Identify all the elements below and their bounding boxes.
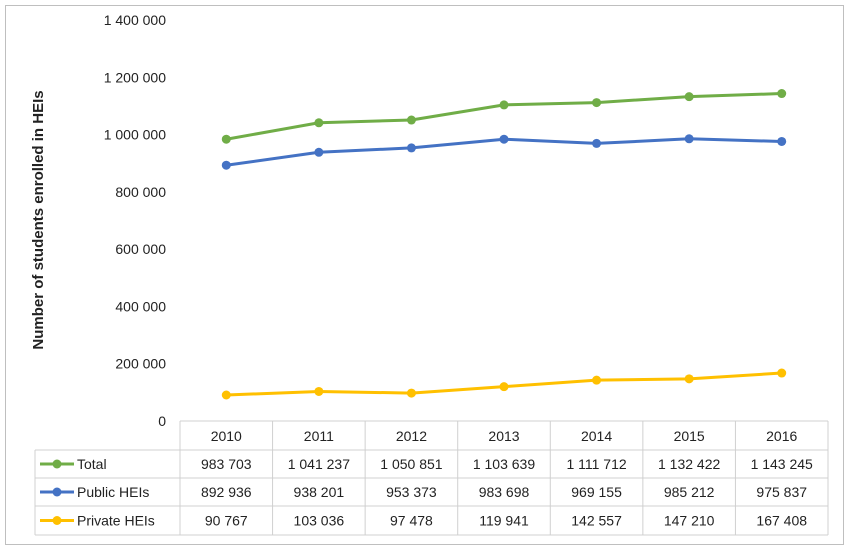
table-cell: 119 941	[479, 513, 529, 529]
table-cell: 90 767	[205, 513, 248, 529]
y-tick-label: 600 000	[115, 241, 166, 257]
y-tick-label: 1 200 000	[104, 69, 166, 85]
x-tick-label: 2014	[581, 428, 612, 444]
legend-label: Private HEIs	[77, 513, 155, 529]
table-cell: 1 143 245	[751, 456, 813, 472]
data-point	[406, 143, 416, 153]
table-cell: 1 132 422	[658, 456, 720, 472]
table-cell: 1 050 851	[380, 456, 442, 472]
data-point	[592, 138, 602, 148]
data-point	[777, 136, 787, 146]
table-cell: 103 036	[294, 513, 345, 529]
data-point	[592, 375, 602, 385]
table-cell: 1 111 712	[566, 456, 626, 472]
data-point	[314, 386, 324, 396]
data-point	[314, 118, 324, 128]
y-tick-label: 800 000	[115, 184, 166, 200]
table-cell: 983 703	[201, 456, 252, 472]
legend-marker	[52, 459, 62, 469]
table-cell: 969 155	[571, 484, 622, 500]
data-point	[406, 388, 416, 398]
x-tick-label: 2013	[488, 428, 519, 444]
table-cell: 1 041 237	[288, 456, 350, 472]
y-tick-label: 400 000	[115, 298, 166, 314]
data-point	[221, 134, 231, 144]
legend-label: Public HEIs	[77, 484, 149, 500]
data-point	[314, 147, 324, 157]
data-point	[221, 390, 231, 400]
data-point	[777, 368, 787, 378]
y-tick-label: 1 000 000	[104, 127, 166, 143]
x-tick-label: 2010	[211, 428, 242, 444]
table-cell: 985 212	[664, 484, 715, 500]
table-cell: 953 373	[386, 484, 437, 500]
x-tick-label: 2015	[674, 428, 705, 444]
x-tick-label: 2012	[396, 428, 427, 444]
x-tick-label: 2016	[766, 428, 797, 444]
data-point	[499, 100, 509, 110]
table-cell: 97 478	[390, 513, 433, 529]
table-cell: 167 408	[756, 513, 807, 529]
data-point	[684, 374, 694, 384]
y-axis-label: Number of students enrolled in HEIs	[30, 90, 47, 349]
legend-marker	[52, 516, 62, 525]
data-point	[499, 134, 509, 144]
table-cell: 1 103 639	[473, 456, 535, 472]
x-tick-label: 2011	[304, 428, 334, 444]
y-tick-label: 200 000	[115, 356, 166, 372]
data-point	[592, 98, 602, 108]
chart-frame	[5, 5, 844, 545]
table-cell: 142 557	[571, 513, 622, 529]
table-cell: 975 837	[756, 484, 807, 500]
y-tick-label: 1 400 000	[104, 12, 166, 28]
data-point	[684, 134, 694, 144]
table-cell: 892 936	[201, 484, 252, 500]
legend-label: Total	[77, 456, 107, 472]
data-point	[221, 160, 231, 170]
data-point	[777, 89, 787, 99]
data-point	[406, 115, 416, 125]
table-cell: 938 201	[294, 484, 345, 500]
data-point	[684, 92, 694, 102]
table-cell: 983 698	[479, 484, 530, 500]
data-point	[499, 382, 509, 392]
legend-marker	[52, 487, 62, 497]
table-cell: 147 210	[664, 513, 715, 529]
y-tick-label: 0	[158, 413, 166, 429]
